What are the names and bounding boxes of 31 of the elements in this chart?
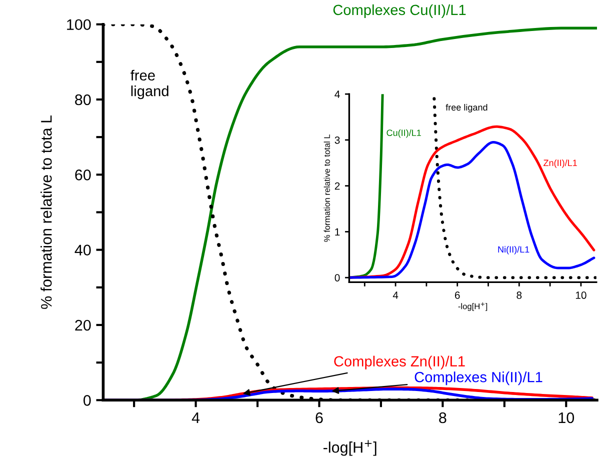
y-tick-label: 40 <box>74 244 91 256</box>
x-tick-label: 8 <box>439 412 446 424</box>
y-tick-label: 3 <box>334 136 340 144</box>
annotation: Complexes Ni(II)/L1 <box>414 372 542 386</box>
y-tick-label: 60 <box>75 170 91 180</box>
series-label: Zn(II)/L1 <box>544 159 577 168</box>
series-label: Cu(II)/L1 <box>386 129 421 138</box>
y-axis-title: % formation relative to total L <box>324 134 330 242</box>
x-tick-label: 8 <box>516 292 522 299</box>
y-tick-label: 100 <box>67 19 91 30</box>
series-label: free ligand <box>130 70 168 100</box>
y-tick-label: 2 <box>334 182 340 190</box>
y-tick-label: 20 <box>75 320 91 331</box>
annotation: Complexes Zn(II)/L1 <box>334 356 465 370</box>
y-tick-label: 4 <box>334 90 340 98</box>
x-tick-label: 10 <box>576 292 586 299</box>
y-tick-label: 0 <box>334 274 340 282</box>
x-tick-label: 4 <box>392 292 398 299</box>
y-tick-label: 80 <box>75 94 91 106</box>
x-tick-label: 6 <box>454 292 460 299</box>
series-label: free ligand <box>446 104 488 112</box>
series-label: Ni(II)/L1 <box>498 246 530 254</box>
x-axis-title: -log[H$^{+}$] <box>458 302 488 311</box>
y-tick-label: 0 <box>83 395 91 406</box>
x-tick-label: 6 <box>316 412 323 424</box>
x-axis-title: -log[H$^{+}$] <box>324 440 376 456</box>
series-label: Complexes Cu(II)/L1 <box>333 4 466 18</box>
x-tick-label: 10 <box>558 412 574 424</box>
x-tick-label: 4 <box>192 412 200 424</box>
y-tick-label: 1 <box>335 228 340 236</box>
y-axis-title: % formation relative to tota L <box>40 116 52 309</box>
